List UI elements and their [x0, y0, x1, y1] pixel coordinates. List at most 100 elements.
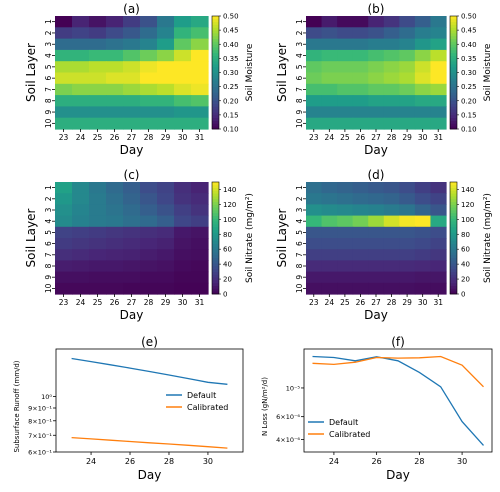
heatmap-cell [337, 83, 354, 96]
colorbar-segment [212, 274, 219, 278]
colorbar-segment [450, 218, 457, 222]
heatmap-cell [414, 72, 432, 85]
colorbar-tick-label: 0.45 [223, 27, 239, 35]
colorbar-label: Soil Moisture [245, 43, 255, 101]
x-tick-label: 24 [86, 457, 96, 466]
heatmap-cell [430, 182, 447, 194]
heatmap-cell [306, 249, 323, 261]
heatmap-cell [123, 72, 141, 85]
colorbar-segment [212, 243, 219, 247]
heatmap-cell [157, 249, 175, 261]
colorbar-segment [212, 238, 219, 242]
colorbar-segment [212, 249, 219, 253]
heatmap-cell [399, 249, 416, 261]
x-axis-label: Day [364, 308, 388, 322]
heatmap-cell [414, 193, 432, 205]
heatmap-cell [140, 215, 158, 228]
heatmap-cell [89, 249, 107, 261]
heatmap-cell [399, 106, 416, 119]
heatmap-cell [140, 226, 158, 239]
y-tick-label: 10 [295, 118, 304, 128]
heatmap-cell [157, 49, 175, 62]
heatmap-cell [140, 27, 158, 40]
heatmap-cell [337, 238, 354, 250]
heatmap-cell [174, 72, 192, 85]
heatmap-cell [306, 27, 323, 40]
heatmap-cell [174, 27, 192, 40]
chart-title: (a) [123, 2, 140, 16]
colorbar-segment [450, 280, 457, 284]
heatmap-cell [352, 16, 369, 28]
heatmap-cell [89, 260, 107, 273]
heatmap-cell [191, 38, 209, 51]
y-tick-label: 7 [44, 87, 53, 92]
y-tick-label: 5 [295, 230, 304, 235]
heatmap-cell [157, 72, 175, 85]
colorbar-segment [212, 92, 219, 96]
heatmap-cell [399, 182, 416, 194]
heatmap-cell [191, 226, 209, 239]
x-tick-label: 27 [127, 298, 137, 307]
x-tick-label: 26 [110, 133, 120, 142]
colorbar-segment [450, 64, 457, 68]
heatmap-cell [89, 193, 107, 205]
heatmap-cell [72, 193, 90, 205]
heatmap-cell [414, 38, 432, 51]
heatmap-cell [368, 83, 385, 96]
heatmap-cell [55, 282, 73, 295]
heatmap-cell [352, 83, 369, 96]
y-tick-label: 10 [295, 283, 304, 293]
y-tick-label: 2 [295, 30, 304, 35]
x-tick-label: 30 [418, 298, 428, 307]
heatmap-cell [55, 16, 73, 28]
heatmap-cell [414, 95, 432, 107]
x-tick-label: 31 [195, 298, 205, 307]
colorbar-tick-label: 0.25 [461, 83, 477, 91]
colorbar-tick-label: 0.30 [461, 69, 477, 77]
colorbar-segment [450, 78, 457, 82]
heatmap-cell [430, 38, 447, 51]
heatmap-cell [123, 282, 141, 295]
y-tick-label: 10⁻⁵ [286, 384, 301, 392]
heatmap-cell [337, 249, 354, 261]
y-tick-label: 3 [44, 207, 53, 212]
heatmap-cell [306, 182, 323, 194]
colorbar-segment [212, 117, 219, 121]
y-tick-label: 3 [44, 42, 53, 47]
colorbar-segment [212, 89, 219, 93]
colorbar-segment [212, 86, 219, 90]
colorbar-segment [450, 260, 457, 264]
colorbar-segment [450, 210, 457, 214]
heatmap-cell [352, 204, 369, 217]
colorbar-tick-label: 20 [223, 276, 232, 284]
heatmap-cell [106, 193, 124, 205]
x-tick-label: 25 [340, 298, 350, 307]
heatmap-cell [72, 226, 90, 239]
colorbar-segment [212, 184, 219, 188]
heatmap-cell [383, 16, 400, 28]
heatmap-cell [399, 72, 416, 85]
heatmap-cell [123, 260, 141, 273]
heatmap-cell [89, 204, 107, 217]
heatmap-cell [174, 226, 192, 239]
heatmap-cell [140, 282, 158, 295]
heatmap-cell [430, 72, 447, 85]
y-axis-label: Soil Layer [275, 208, 289, 267]
colorbar-tick-label: 100 [461, 216, 474, 224]
heatmap-cell [321, 49, 338, 62]
x-tick-label: 25 [340, 133, 350, 142]
heatmap-cell [352, 106, 369, 119]
colorbar-segment [212, 16, 219, 20]
heatmap-cell [414, 16, 432, 28]
heatmap-cell [306, 72, 323, 85]
heatmap-cell [89, 238, 107, 250]
x-tick-label: 26 [372, 457, 382, 466]
colorbar-segment [212, 201, 219, 205]
colorbar-tick-label: 0.30 [223, 69, 239, 77]
colorbar-segment [212, 78, 219, 82]
heatmap-cell [89, 215, 107, 228]
colorbar-segment [450, 89, 457, 93]
colorbar-segment [212, 27, 219, 31]
y-tick-label: 4 [44, 219, 53, 224]
heatmap-cell [89, 95, 107, 107]
